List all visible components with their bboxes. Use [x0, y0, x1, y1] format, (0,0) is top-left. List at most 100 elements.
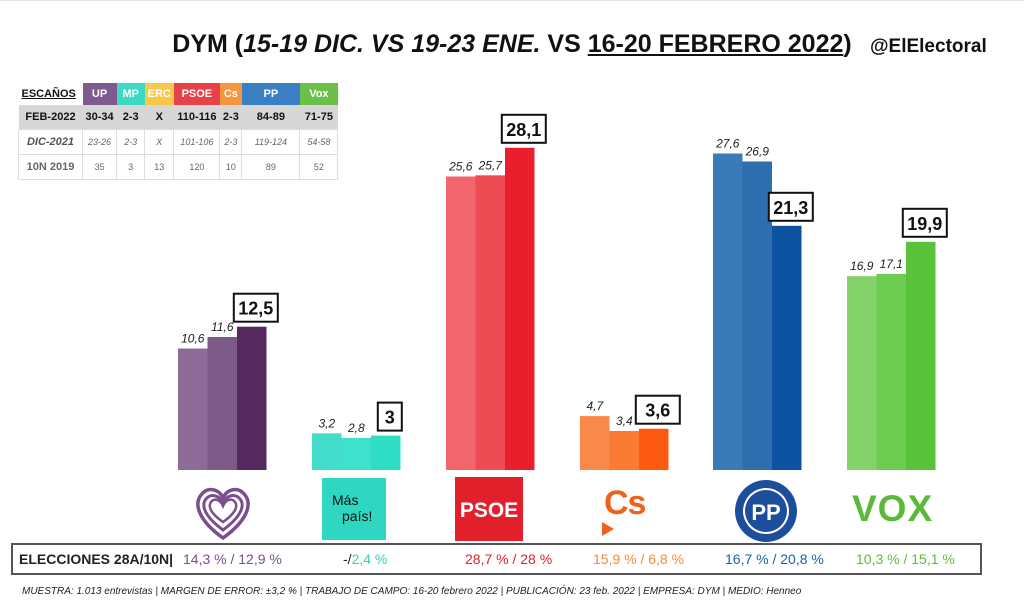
source-handle: @ElElectoral [870, 36, 987, 57]
seats-cell: 101-106 [173, 129, 221, 155]
seats-row-10n: 10N 2019 35 3 13 120 10 89 52 [18, 154, 339, 180]
bar-pp-s2 [742, 161, 772, 470]
cs-logo-arrow-icon [602, 522, 614, 536]
data-label-vox-current: 19,9 [907, 214, 942, 234]
seats-cell: 110-116 [173, 105, 220, 130]
title-vs: VS [540, 30, 588, 58]
cs-logo-icon: Cs [598, 476, 658, 546]
seats-cell: 52 [299, 154, 339, 180]
election-result-psoe: 28,7 % / 28 % [465, 551, 552, 567]
vox-logo-icon: VOX [852, 476, 942, 546]
seats-header-vox: Vox [299, 83, 338, 105]
data-label-up-current: 12,5 [238, 299, 273, 319]
mas-pais-logo-word2: país! [342, 508, 373, 524]
bar-m-s-pa-s-s2 [341, 437, 371, 470]
seats-header-mp: MP [116, 83, 145, 105]
data-label-box-m-s-pa-s [376, 401, 403, 432]
seats-header-row: ESCAÑOS UP MP ERC PSOE Cs PP Vox [18, 83, 338, 105]
survey-footer: MUESTRA: 1.013 entrevistas | MARGEN DE E… [22, 586, 802, 597]
seats-row-label: FEB-2022 [18, 105, 83, 130]
data-label-m-s-pa-s-s1: 3,2 [318, 416, 335, 430]
data-label-cs-s1: 4,7 [586, 399, 604, 413]
bar-cs-s2 [609, 431, 639, 470]
seats-cell: 3 [116, 154, 146, 180]
election-result-mp-prev: -/ [343, 551, 352, 567]
elections-results-bar: ELECCIONES 28A/10N| 14,3 % / 12,9 % -/2,… [11, 543, 982, 575]
seats-row-label: 10N 2019 [18, 154, 83, 180]
data-label-box-vox [901, 207, 948, 238]
seats-cell: 120 [173, 154, 221, 180]
data-label-cs-s2: 3,4 [616, 414, 633, 428]
seats-cell: 2-3 [219, 105, 242, 130]
seats-cell: 2-3 [116, 105, 145, 130]
bar-vox-s2 [876, 273, 906, 470]
data-label-psoe-current: 28,1 [506, 120, 541, 140]
psoe-logo-icon: PSOE [455, 477, 523, 541]
mas-pais-logo-icon: Más país! [322, 478, 386, 540]
bar-vox-s1 [847, 276, 877, 470]
election-result-vox: 10,3 % / 15,1 % [856, 551, 955, 567]
election-result-vox-text: 10,3 % / 15,1 % [856, 551, 955, 567]
psoe-logo-text: PSOE [459, 499, 519, 522]
title-suffix: ) [843, 30, 852, 58]
seats-cell: 13 [144, 154, 175, 180]
seats-cell: 84-89 [241, 105, 300, 130]
seats-cell: 23-26 [81, 129, 118, 155]
vox-logo-text: VOX [852, 488, 934, 529]
election-result-mp-text: 2,4 % [351, 551, 388, 567]
top-border-line [0, 0, 1024, 1]
bar-vox-s3 [906, 241, 936, 470]
data-label-box-up [232, 292, 279, 323]
bar-pp-s3 [772, 225, 802, 470]
data-label-m-s-pa-s-s2: 2,8 [347, 421, 365, 435]
election-result-pp-text: 16,7 % / 20,8 % [725, 551, 824, 567]
seats-row-label: DIC-2021 [18, 129, 83, 155]
title-prefix: DYM ( [172, 30, 244, 58]
seats-label: ESCAÑOS [18, 83, 83, 105]
mas-pais-logo-word1: Más [332, 492, 359, 508]
chart-title: DYM (15-19 DIC. VS 19-23 ENE. VS 16-20 F… [0, 30, 1024, 59]
data-label-m-s-pa-s-current: 3 [385, 408, 395, 428]
bar-up-s2 [207, 337, 237, 470]
data-label-up-s2: 11,6 [211, 320, 234, 334]
up-heart-logo-icon [196, 487, 250, 541]
seats-header-erc: ERC [144, 83, 174, 105]
bar-pp-s1 [713, 153, 743, 470]
seats-table: ESCAÑOS UP MP ERC PSOE Cs PP Vox FEB-202… [18, 83, 339, 180]
data-label-pp-s2: 26,9 [745, 145, 770, 159]
data-label-cs-current: 3,6 [645, 401, 670, 421]
data-label-psoe-s2: 25,7 [478, 158, 504, 172]
bar-psoe-s2 [475, 175, 505, 471]
seats-cell: 71-75 [299, 105, 338, 130]
seats-cell: 89 [241, 154, 301, 180]
cs-logo-text: Cs [604, 484, 646, 522]
pp-logo-text: PP [751, 500, 780, 525]
bar-m-s-pa-s-s1 [312, 433, 342, 470]
bar-cs-s3 [639, 428, 669, 470]
data-label-box-psoe [500, 113, 547, 144]
election-result-cs-text: 15,9 % / 6,8 % [593, 551, 685, 567]
election-result-up: 14,3 % / 12,9 % [183, 551, 282, 567]
data-label-box-cs [634, 394, 681, 425]
data-label-psoe-s1: 25,6 [448, 160, 473, 174]
seats-header-up: UP [82, 83, 117, 105]
seats-header-cs: Cs [219, 83, 242, 105]
bar-chart: 10,6 11,6 12,5 3,2 2,8 3 25,6 25,7 28,1 4,7 3,4 3,6… [178, 113, 948, 471]
election-result-psoe-text: 28,7 % / 28 % [465, 551, 553, 567]
seats-cell: 35 [81, 154, 118, 180]
bar-psoe-s1 [446, 176, 476, 470]
title-italic-dates: 15-19 DIC. VS 19-23 ENE. [243, 30, 541, 58]
elections-label: ELECCIONES 28A/10N| [19, 551, 174, 567]
data-label-pp-current: 21,3 [773, 198, 808, 218]
seats-cell: X [144, 105, 174, 130]
data-label-vox-s2: 17,1 [880, 257, 903, 271]
election-result-mp: -/2,4 % [343, 551, 387, 567]
data-label-pp-s1: 27,6 [715, 137, 740, 151]
bar-up-s3 [237, 326, 267, 470]
seats-cell: 30-34 [82, 105, 117, 130]
data-label-vox-s1: 16,9 [850, 259, 874, 273]
title-current-dates: 16-20 FEBRERO 2022 [587, 30, 844, 58]
bar-m-s-pa-s-s3 [371, 435, 401, 470]
bar-psoe-s3 [505, 147, 535, 471]
election-result-cs: 15,9 % / 6,8 % [593, 551, 684, 567]
